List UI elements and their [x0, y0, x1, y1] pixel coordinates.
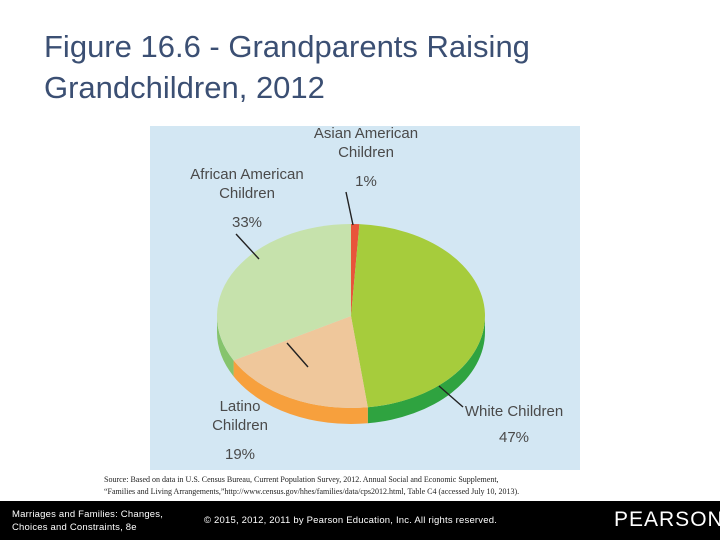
publisher-logo: PEARSON — [614, 508, 720, 531]
source-line-1: Source: Based on data in U.S. Census Bur… — [104, 475, 499, 484]
leader-line-asian-american-children — [345, 191, 354, 226]
slice-name-latino-children: Children — [212, 417, 268, 434]
slice-label-latino-children: Latino Children 19% — [212, 342, 309, 463]
leader-line-white-children — [438, 385, 464, 408]
pie-side-african-american-children — [217, 316, 234, 377]
slice-pct-white-children: 47% — [499, 429, 529, 446]
book-title-line-2: Choices and Constraints, 8e — [12, 522, 137, 533]
pie-slice-latino-children — [233, 316, 368, 408]
title-line-1: Figure 16.6 - Grandparents Raising — [44, 29, 530, 64]
slice-pct-asian-american-children: 1% — [355, 173, 377, 190]
pie-side-latino-children — [233, 360, 368, 424]
book-title-line-1: Marriages and Families: Changes, — [12, 509, 164, 520]
pie-slice-asian-american-children — [351, 224, 360, 316]
slice-name-latino-children: Latino — [220, 398, 261, 415]
slice-name-asian-american-children: Asian American — [314, 126, 418, 142]
slice-name-african-american-children: African American — [190, 166, 303, 183]
source-note: Source: Based on data in U.S. Census Bur… — [104, 474, 664, 498]
slice-label-african-american-children: African American Children 33% — [190, 166, 304, 260]
slice-name-african-american-children: Children — [219, 185, 275, 202]
pie-sides — [217, 316, 485, 424]
slide-title: Figure 16.6 - Grandparents Raising Grand… — [44, 26, 684, 108]
pie-chart: White Children 47% Latino Children 19% Africa… — [190, 126, 563, 463]
copyright-text: © 2015, 2012, 2011 by Pearson Education,… — [204, 515, 498, 526]
pie-slice-african-american-children — [216, 223, 351, 361]
slice-name-asian-american-children: Children — [338, 144, 394, 161]
leader-line-african-american-children — [235, 233, 260, 260]
chart-panel: White Children 47% Latino Children 19% Africa… — [150, 126, 580, 470]
source-line-2: “Families and Living Arrangements,”http:… — [104, 487, 520, 496]
book-title: Marriages and Families: Changes, Choices… — [12, 508, 163, 534]
title-line-2: Grandchildren, 2012 — [44, 70, 325, 105]
pie-slice-white-children — [351, 224, 486, 408]
slice-name-white-children: White Children — [465, 403, 563, 420]
slice-label-white-children: White Children 47% — [438, 385, 563, 446]
pie-side-white-children — [367, 316, 485, 424]
slice-pct-latino-children: 19% — [225, 446, 255, 463]
footer-bar: Marriages and Families: Changes, Choices… — [0, 501, 720, 540]
pie-slices — [216, 223, 486, 408]
slice-label-asian-american-children: Asian American Children 1% — [314, 126, 418, 226]
leader-line-latino-children — [286, 342, 309, 368]
slice-pct-african-american-children: 33% — [232, 214, 262, 231]
